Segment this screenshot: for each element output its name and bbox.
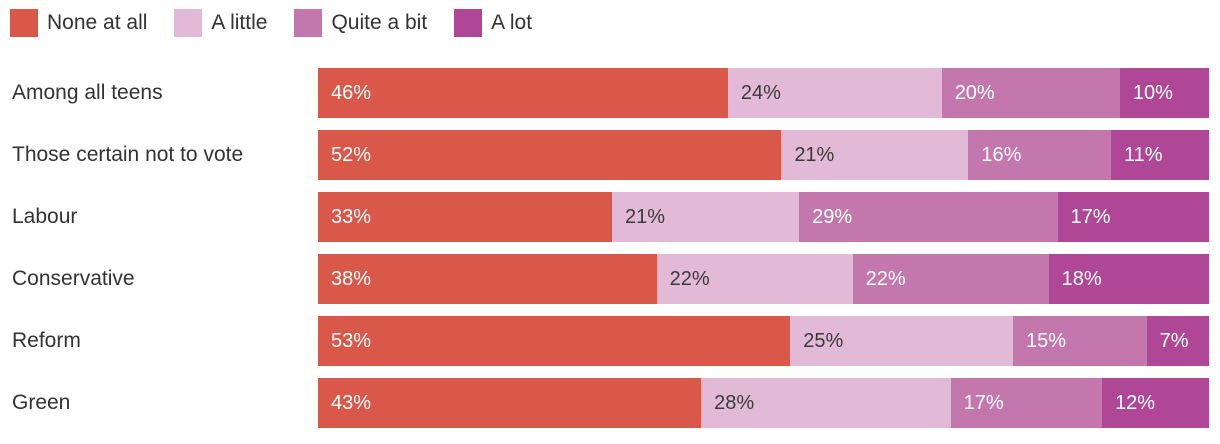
bar-segment-a-little: 21% [781,130,969,180]
bar-segment-a-little: 25% [790,316,1013,366]
bar-segment-value: 38% [331,267,372,290]
bar-segment-none-at-all: 38% [318,254,657,304]
bar-segment-value: 53% [331,329,372,352]
row-label-those-certain-not-to-vote: Those certain not to vote [12,143,244,166]
legend-swatch-a-lot [454,8,483,37]
bar-segment-a-lot: 11% [1110,130,1209,180]
chart-row-among-all-teens: Among all teens 46% 24% 20% 10% [0,68,1209,118]
bar-track-those-certain-not-to-vote: 52% 21% 16% 11% [318,130,1209,180]
legend-item-quite-a-bit: Quite a bit [294,8,428,37]
bar-segment-a-little: 21% [612,192,800,242]
bar-track-labour: 33% 21% 29% 17% [318,192,1209,242]
legend-swatch-none-at-all [10,8,38,37]
bar-segment-value: 29% [812,205,853,228]
row-label-conservative: Conservative [12,267,135,290]
bar-segment-value: 43% [331,391,372,414]
bar-segment-value: 21% [794,143,835,166]
legend-label-quite-a-bit: Quite a bit [331,10,428,34]
bar-segment-value: 33% [331,205,372,228]
bar-segment-a-lot: 7% [1146,316,1209,366]
bar-segment-value: 24% [740,81,781,104]
bar-track-reform: 53% 25% 15% 7% [318,316,1209,366]
legend-label-a-lot: A lot [491,10,533,34]
bar-segment-a-lot: 18% [1048,254,1209,304]
bar-segment-a-little: 22% [656,254,853,304]
legend-label-none-at-all: None at all [47,10,148,34]
chart-row-green: Green 43% 28% 17% 12% [0,378,1209,428]
bar-segment-quite-a-bit: 17% [950,378,1103,428]
bar-segment-value: 7% [1159,329,1189,352]
bar-segment-none-at-all: 33% [318,192,613,242]
bar-segment-none-at-all: 52% [318,130,782,180]
bar-segment-value: 22% [669,267,710,290]
bar-segment-quite-a-bit: 22% [852,254,1049,304]
bar-segment-value: 46% [331,81,372,104]
bar-segment-value: 16% [981,143,1022,166]
bar-segment-quite-a-bit: 29% [799,192,1058,242]
row-label-among-all-teens: Among all teens [12,81,163,104]
bar-segment-none-at-all: 46% [318,68,728,118]
bar-segment-value: 17% [963,391,1004,414]
bar-segment-value: 12% [1115,391,1156,414]
bar-segment-value: 22% [865,267,906,290]
bar-segment-a-lot: 17% [1057,192,1209,242]
bar-segment-quite-a-bit: 16% [968,130,1111,180]
bar-segment-a-lot: 12% [1102,378,1209,428]
row-label-labour: Labour [12,205,78,228]
legend: None at all A little Quite a bit A lot [0,8,1209,37]
bar-segment-a-little: 24% [727,68,942,118]
legend-label-a-little: A little [211,10,268,34]
bar-segment-none-at-all: 43% [318,378,702,428]
row-label-green: Green [12,391,71,414]
legend-item-none-at-all: None at all [10,8,148,37]
legend-swatch-a-little [174,8,203,37]
bar-segment-value: 11% [1123,143,1163,166]
bar-segment-none-at-all: 53% [318,316,791,366]
chart-row-reform: Reform 53% 25% 15% 7% [0,316,1209,366]
bar-segment-value: 15% [1025,329,1066,352]
row-label-reform: Reform [12,329,81,352]
bar-segment-a-lot: 10% [1119,68,1209,118]
bar-segment-value: 10% [1132,81,1173,104]
bar-track-green: 43% 28% 17% 12% [318,378,1209,428]
bar-segment-value: 25% [803,329,844,352]
chart-row-labour: Labour 33% 21% 29% 17% [0,192,1209,242]
bar-segment-value: 21% [625,205,666,228]
bar-segment-quite-a-bit: 15% [1012,316,1147,366]
bar-segment-value: 18% [1061,267,1102,290]
bar-segment-value: 20% [954,81,995,104]
bar-segment-value: 17% [1070,205,1111,228]
chart-row-those-certain-not-to-vote: Those certain not to vote 52% 21% 16% 11% [0,130,1209,180]
legend-swatch-quite-a-bit [294,8,323,37]
chart-row-conservative: Conservative 38% 22% 22% 18% [0,254,1209,304]
chart-rows: Among all teens 46% 24% 20% 10% Those certain… [0,68,1209,428]
legend-item-a-lot: A lot [454,8,533,37]
bar-segment-value: 52% [331,143,372,166]
bar-segment-quite-a-bit: 20% [941,68,1120,118]
bar-track-conservative: 38% 22% 22% 18% [318,254,1209,304]
bar-segment-value: 28% [714,391,755,414]
legend-item-a-little: A little [174,8,268,37]
bar-segment-a-little: 28% [701,378,951,428]
bar-track-among-all-teens: 46% 24% 20% 10% [318,68,1209,118]
